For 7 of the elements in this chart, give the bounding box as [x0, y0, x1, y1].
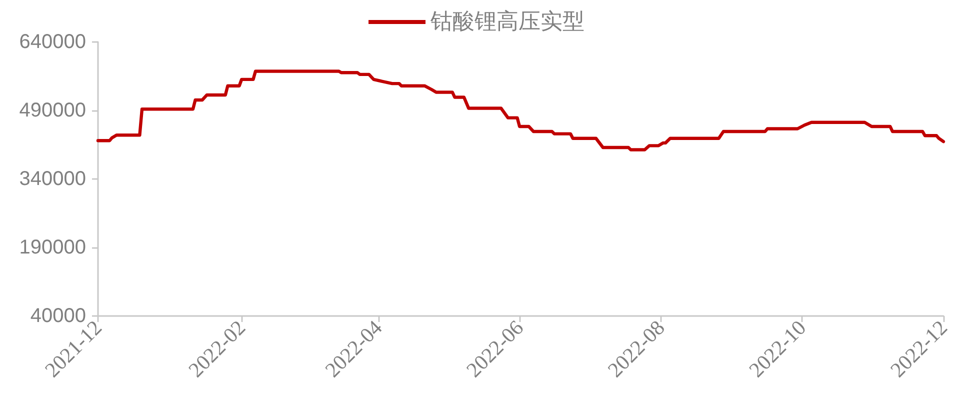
- y-tick-label: 640000: [19, 31, 86, 53]
- y-tick-label: 490000: [19, 100, 86, 122]
- y-tick-label: 190000: [19, 236, 86, 258]
- y-tick-label: 340000: [19, 168, 86, 190]
- legend-label: 钴酸锂高压实型: [430, 10, 584, 34]
- line-series: [96, 70, 946, 152]
- y-tick-label: 40000: [30, 305, 86, 327]
